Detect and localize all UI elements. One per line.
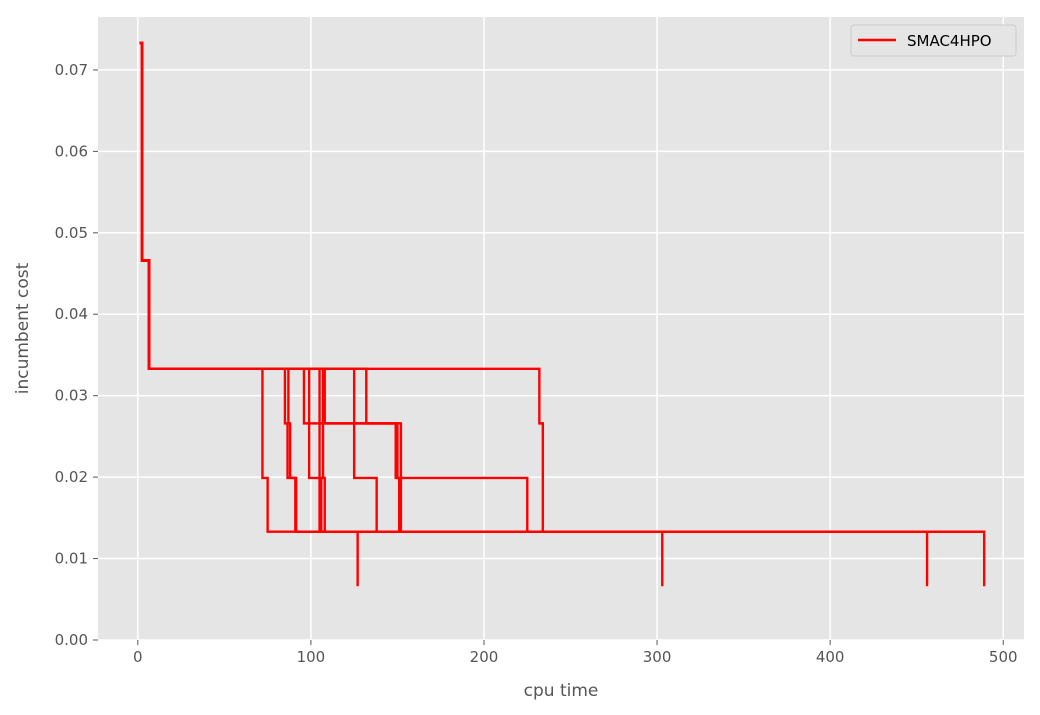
y-tick-label: 0.02 xyxy=(55,468,88,486)
x-tick-label: 300 xyxy=(643,648,672,666)
legend-label: SMAC4HPO xyxy=(907,32,992,50)
y-tick-label: 0.07 xyxy=(55,61,88,79)
y-tick-label: 0.01 xyxy=(55,550,88,568)
x-tick-label: 400 xyxy=(816,648,845,666)
y-tick-label: 0.06 xyxy=(55,142,88,160)
y-tick-label: 0.04 xyxy=(55,305,88,323)
y-axis-label: incumbent cost xyxy=(13,262,33,394)
y-tick-label: 0.03 xyxy=(55,387,88,405)
x-tick-label: 0 xyxy=(133,648,143,666)
y-tick-label: 0.00 xyxy=(55,631,88,649)
plot-area xyxy=(98,17,1024,640)
legend: SMAC4HPO xyxy=(851,25,1016,56)
x-tick-label: 500 xyxy=(989,648,1018,666)
x-tick-label: 100 xyxy=(297,648,326,666)
y-tick-label: 0.05 xyxy=(55,224,88,242)
x-tick-label: 200 xyxy=(470,648,499,666)
x-axis-label: cpu time xyxy=(524,681,599,701)
